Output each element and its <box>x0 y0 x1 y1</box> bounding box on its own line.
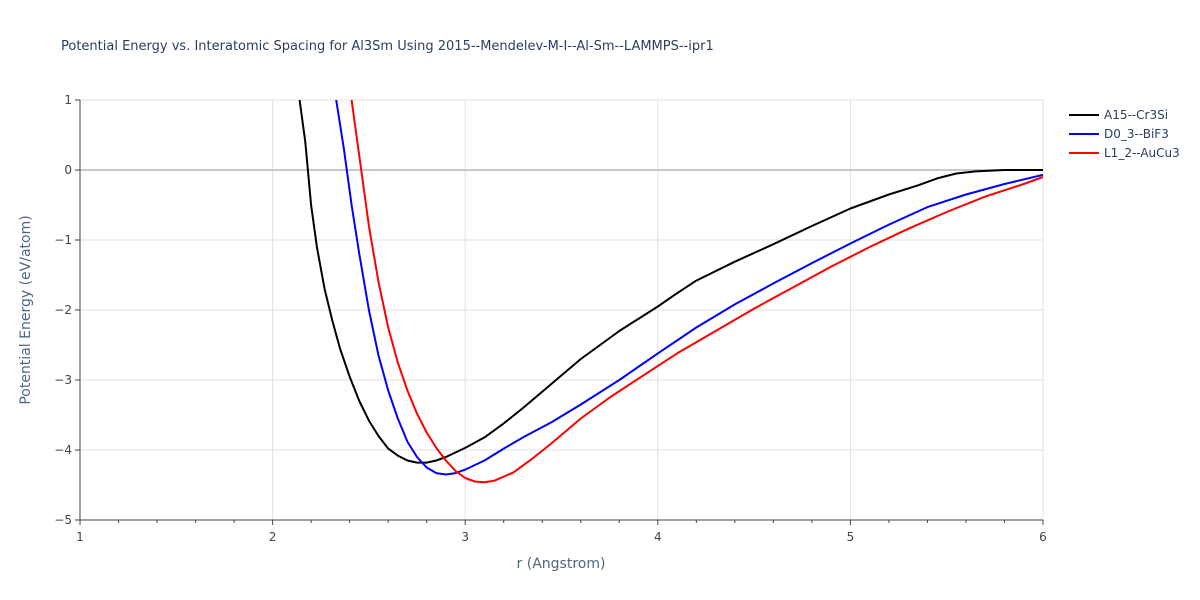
plot-area[interactable]: 1 2 3 4 5 6 1 0 −1 −2 −3 −4 −5 <box>54 93 1047 544</box>
legend[interactable]: A15--Cr3Si D0_3--BiF3 L1_2--AuCu3 <box>1069 108 1180 160</box>
legend-label-0[interactable]: A15--Cr3Si <box>1104 108 1168 122</box>
x-tick-label-0: 1 <box>76 530 84 544</box>
x-tick-label-3: 4 <box>654 530 662 544</box>
y-tick-label-0: 1 <box>64 93 72 107</box>
y-tick-label-4: −3 <box>54 373 72 387</box>
y-tick-label-6: −5 <box>54 513 72 527</box>
y-tick-label-5: −4 <box>54 443 72 457</box>
y-tick-label-2: −1 <box>54 233 72 247</box>
series-line-1[interactable] <box>335 100 1043 476</box>
chart-title: Potential Energy vs. Interatomic Spacing… <box>61 39 714 54</box>
y-tick-label-1: 0 <box>64 163 72 177</box>
x-tick-label-5: 6 <box>1039 530 1047 544</box>
y-tick-label-3: −2 <box>54 303 72 317</box>
series-line-2[interactable] <box>350 100 1043 484</box>
x-tick-label-1: 2 <box>269 530 277 544</box>
legend-label-2[interactable]: L1_2--AuCu3 <box>1104 146 1180 160</box>
series-group <box>298 100 1043 484</box>
legend-label-1[interactable]: D0_3--BiF3 <box>1104 127 1169 141</box>
y-axis-title: Potential Energy (eV/atom) <box>18 215 34 404</box>
x-axis-title: r (Angstrom) <box>517 556 606 572</box>
series-line-0[interactable] <box>298 100 1043 464</box>
x-tick-label-2: 3 <box>461 530 469 544</box>
x-tick-label-4: 5 <box>847 530 855 544</box>
